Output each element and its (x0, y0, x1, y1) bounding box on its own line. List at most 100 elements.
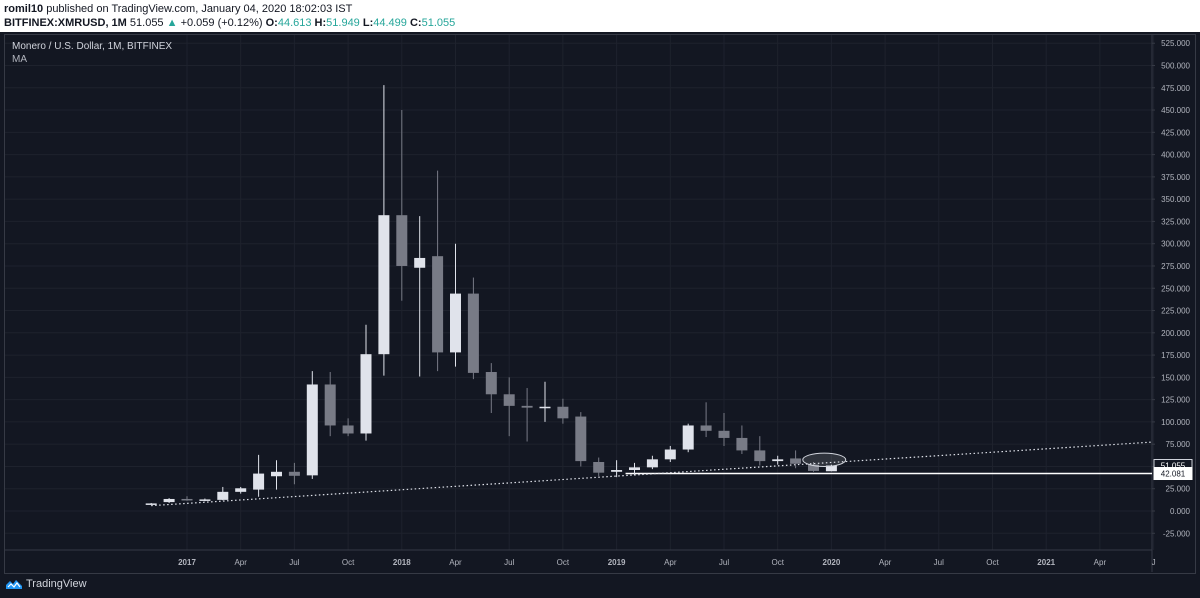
candle-body (217, 491, 229, 500)
candle-body (754, 450, 766, 462)
candle-body (271, 471, 282, 477)
x-tick-label: Oct (986, 558, 999, 567)
y-tick-label: 225.000 (1161, 307, 1190, 316)
y-tick-label: 525.000 (1161, 39, 1190, 48)
x-tick-label: Jul (289, 558, 299, 567)
legend-title: Monero / U.S. Dollar, 1M, BITFINEX (12, 41, 173, 52)
candle-body (503, 394, 515, 406)
y-tick-label: 475.000 (1161, 84, 1190, 93)
x-tick-label: Jul (504, 558, 514, 567)
footer (0, 574, 1200, 598)
y-tick-label: 300.000 (1161, 240, 1190, 249)
candle-body (467, 293, 479, 373)
y-tick-label: 100.000 (1161, 418, 1190, 427)
candle-body (360, 354, 372, 434)
candle-body (145, 503, 157, 505)
published-text: published on TradingView.com, January 04… (43, 3, 353, 15)
x-tick-label: 2018 (393, 558, 411, 567)
candle-body (342, 425, 354, 434)
candle-body (700, 425, 712, 431)
y-tick-label: 375.000 (1161, 173, 1190, 182)
candle-body (593, 461, 605, 473)
x-tick-label: Oct (342, 558, 355, 567)
low-value: 44.499 (373, 17, 407, 29)
chart-frame (4, 34, 1196, 574)
candle-body (181, 498, 193, 501)
x-tick-label: 2020 (823, 558, 841, 567)
y-tick-label: 425.000 (1161, 128, 1190, 137)
candle-body (825, 465, 837, 472)
candle-body (682, 425, 694, 450)
candle-body (485, 372, 497, 395)
publish-info: romil10 published on TradingView.com, Ja… (4, 3, 352, 15)
y-tick-label: 75.000 (1166, 440, 1191, 449)
x-tick-label: Oct (771, 558, 784, 567)
price-change: +0.059 (+0.12%) (180, 17, 263, 29)
author-name[interactable]: romil10 (4, 3, 44, 15)
publish-header: romil10 published on TradingView.com, Ja… (0, 0, 1200, 32)
y-tick-label: 275.000 (1161, 262, 1190, 271)
candle-body (432, 256, 444, 353)
y-tick-label: 400.000 (1161, 151, 1190, 160)
line-price-label: 42.081 (1161, 470, 1186, 479)
candle-body (414, 257, 426, 268)
ma-indicator-label[interactable]: MA (12, 54, 27, 65)
low-label: L: (362, 17, 374, 29)
y-tick-label: 200.000 (1161, 329, 1190, 338)
candle-body (521, 405, 533, 408)
candle-body (557, 406, 569, 419)
candle-body (450, 293, 461, 353)
candle-body (772, 459, 784, 462)
high-label: H: (314, 17, 327, 29)
x-tick-label: Apr (449, 558, 462, 567)
change-arrow-icon: ▲ (166, 17, 178, 29)
y-tick-label: 350.000 (1161, 195, 1190, 204)
tradingview-brand[interactable]: TradingView (6, 578, 87, 590)
candle-body (306, 384, 318, 476)
y-tick-label: 25.000 (1166, 485, 1191, 494)
y-tick-label: 250.000 (1161, 284, 1190, 293)
x-tick-label: Oct (557, 558, 570, 567)
x-tick-label: J (1152, 558, 1156, 567)
candle-body (324, 384, 336, 426)
y-tick-label: 450.000 (1161, 106, 1190, 115)
candle-body (575, 416, 587, 462)
candle-body (611, 470, 623, 472)
brand-name: TradingView (26, 578, 87, 590)
y-tick-label: 125.000 (1161, 396, 1190, 405)
candle-body (253, 473, 265, 490)
candle-body (718, 430, 730, 438)
chart-legend: Monero / U.S. Dollar, 1M, BITFINEX MA (12, 40, 172, 66)
y-tick-label: 0.000 (1170, 507, 1191, 516)
y-tick-label: 500.000 (1161, 62, 1190, 71)
x-tick-label: Apr (664, 558, 677, 567)
x-tick-label: Apr (234, 558, 247, 567)
y-tick-label: 325.000 (1161, 217, 1190, 226)
candle-body (235, 488, 247, 492)
candle-body (790, 458, 802, 464)
x-tick-label: 2017 (178, 558, 196, 567)
x-tick-label: Apr (1094, 558, 1107, 567)
candle-body (646, 459, 658, 468)
symbol-label: BITFINEX:XMRUSD, 1M (4, 17, 127, 29)
x-tick-label: Apr (879, 558, 892, 567)
candle-body (539, 406, 551, 409)
symbol-line: BITFINEX:XMRUSD, 1M 51.055 ▲ +0.059 (+0.… (4, 17, 455, 29)
y-tick-label: 150.000 (1161, 373, 1190, 382)
current-price-label: 51.055 (1161, 462, 1186, 471)
last-price: 51.055 (129, 17, 164, 29)
x-tick-label: Jul (934, 558, 944, 567)
x-tick-label: 2021 (1037, 558, 1055, 567)
high-value: 51.949 (326, 17, 360, 29)
candle-body (163, 498, 175, 503)
trendline (151, 441, 1153, 507)
x-tick-label: 2019 (608, 558, 626, 567)
ellipse-annotation (802, 452, 847, 467)
tradingview-logo-icon (6, 580, 22, 589)
close-value: 51.055 (421, 17, 456, 29)
open-label: O: (265, 17, 278, 29)
close-label: C: (409, 17, 422, 29)
line-price-label-bg (1153, 467, 1193, 481)
open-value: 44.613 (277, 17, 312, 29)
